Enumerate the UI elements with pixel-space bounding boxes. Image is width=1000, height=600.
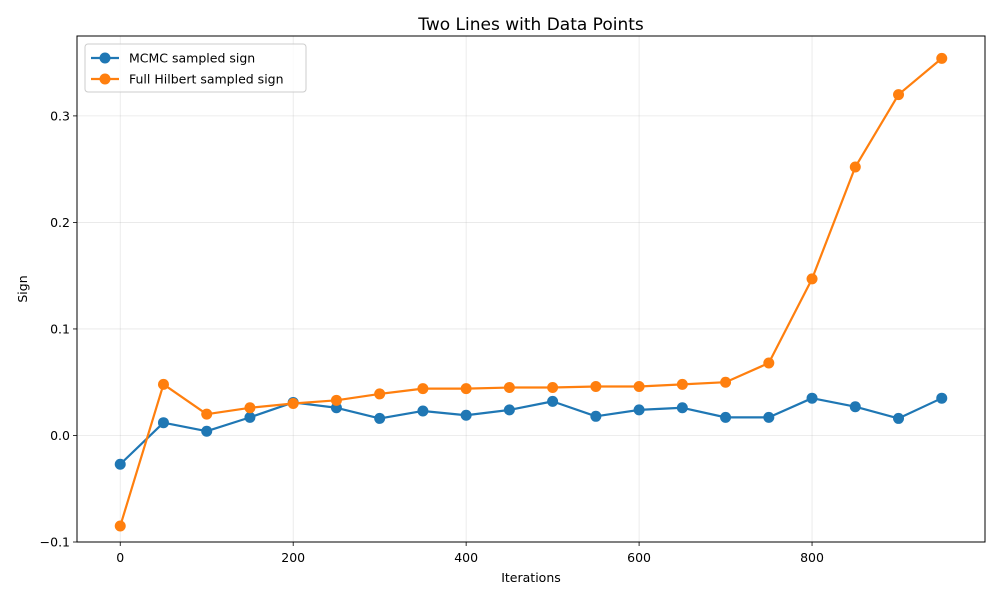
data-point <box>374 388 386 400</box>
data-point <box>157 378 169 390</box>
x-tick-label: 800 <box>800 550 824 565</box>
data-point <box>417 405 429 417</box>
x-tick-label: 600 <box>627 550 651 565</box>
data-point <box>503 404 515 416</box>
y-tick-label: 0.1 <box>50 321 70 336</box>
data-point <box>157 417 169 429</box>
data-point <box>763 357 775 369</box>
data-point <box>114 520 126 532</box>
data-point <box>849 161 861 173</box>
data-point <box>849 401 861 413</box>
series-1 <box>114 52 948 532</box>
data-point <box>893 412 905 424</box>
y-tick-label: −0.1 <box>40 535 70 550</box>
legend: MCMC sampled sign Full Hilbert sampled si… <box>84 43 307 93</box>
data-point <box>633 380 645 392</box>
legend-item: Full Hilbert sampled sign <box>91 72 284 87</box>
data-point <box>590 380 602 392</box>
data-point <box>460 409 472 421</box>
x-tick-label: 200 <box>281 550 305 565</box>
data-point <box>590 410 602 422</box>
data-point <box>374 412 386 424</box>
legend-box <box>84 43 307 93</box>
data-point <box>806 392 818 404</box>
data-point <box>330 394 342 406</box>
data-point <box>633 404 645 416</box>
data-point <box>114 458 126 470</box>
legend-marker <box>99 52 111 64</box>
legend-label: Full Hilbert sampled sign <box>129 72 284 87</box>
data-point <box>806 273 818 285</box>
legend-item: MCMC sampled sign <box>91 51 255 66</box>
x-tick-label: 0 <box>116 550 124 565</box>
series-layer <box>114 52 948 532</box>
y-tick-label: 0.2 <box>50 215 70 230</box>
data-point <box>244 411 256 423</box>
data-point <box>417 383 429 395</box>
plot-frame <box>76 35 986 543</box>
axis-ticks: 0 200 400 600 800 −0.1 0.0 0.1 0.2 0.3 <box>40 108 824 565</box>
data-point <box>893 89 905 101</box>
data-point <box>676 378 688 390</box>
data-point <box>676 402 688 414</box>
data-point <box>244 402 256 414</box>
x-axis-label: Iterations <box>501 570 561 585</box>
legend-marker <box>99 73 111 85</box>
y-axis-label: Sign <box>15 275 30 302</box>
legend-label: MCMC sampled sign <box>129 51 255 66</box>
series-0 <box>114 392 948 470</box>
data-point <box>720 411 732 423</box>
y-tick-label: 0.0 <box>50 428 70 443</box>
data-point <box>936 52 948 64</box>
data-point <box>503 382 515 394</box>
data-point <box>287 398 299 410</box>
data-point <box>547 395 559 407</box>
data-point <box>720 376 732 388</box>
data-point <box>547 382 559 394</box>
grid-lines <box>77 36 985 543</box>
data-point <box>201 408 213 420</box>
y-tick-label: 0.3 <box>50 108 70 123</box>
series-line <box>119 397 943 466</box>
series-line <box>119 57 943 527</box>
data-point <box>936 392 948 404</box>
chart-title: Two Lines with Data Points <box>417 15 644 35</box>
data-point <box>201 425 213 437</box>
x-tick-label: 400 <box>454 550 478 565</box>
data-point <box>763 411 775 423</box>
data-point <box>460 383 472 395</box>
